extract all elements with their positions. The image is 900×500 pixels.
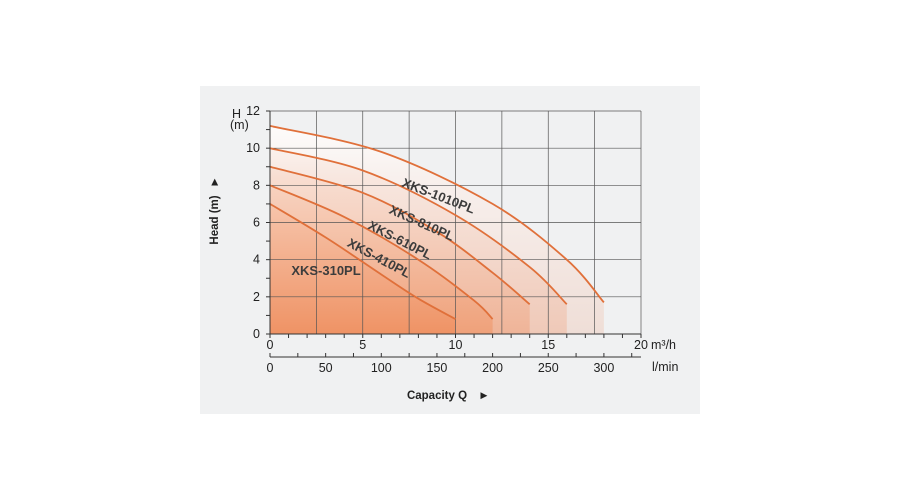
y-axis-title: Head (m) (209, 195, 221, 244)
x2-tick-label: 250 (538, 361, 559, 375)
curve-xks-610pl (269, 165, 531, 305)
y-tick-label: 12 (246, 104, 260, 118)
y-tick-label: 4 (253, 253, 260, 267)
x-unit-primary: m³/h (651, 338, 676, 352)
fill-fade-overlay (270, 125, 604, 335)
x-axis-arrow: ► (478, 390, 489, 402)
curve-fill-areas (270, 125, 604, 335)
x-unit-secondary: l/min (652, 360, 678, 374)
series-label-xks-310pl: XKS-310PL (291, 263, 360, 278)
x2-tick-label: 0 (267, 361, 274, 375)
x-tick-label: 5 (359, 338, 366, 352)
curve-xks-1010pl (269, 125, 605, 303)
x2-tick-label: 100 (371, 361, 392, 375)
curve-xks-810pl (269, 147, 568, 305)
curve-xks-310pl (269, 203, 456, 320)
y-tick-label: 8 (253, 178, 260, 192)
y-unit-label: (m) (230, 118, 249, 132)
curve-xks-410pl (269, 184, 494, 320)
x-tick-label: 10 (449, 338, 463, 352)
y-tick-label: 6 (253, 216, 260, 230)
x-tick-label: 15 (541, 338, 555, 352)
x2-tick-label: 50 (319, 361, 333, 375)
y-axis-title-group: Head (m) ► (209, 176, 221, 244)
x-tick-label: 0 (267, 338, 274, 352)
x2-tick-label: 300 (593, 361, 614, 375)
pump-curves (269, 125, 605, 320)
x-tick-label: 20 (634, 338, 648, 352)
x2-tick-label: 150 (427, 361, 448, 375)
y-axis-head-label: H (232, 107, 241, 121)
y-tick-label: 0 (253, 327, 260, 341)
x-axis-title: Capacity Q (407, 390, 467, 402)
y-tick-label: 10 (246, 141, 260, 155)
y-tick-label: 2 (253, 290, 260, 304)
x2-tick-label: 200 (482, 361, 503, 375)
y-axis-arrow: ► (209, 176, 221, 187)
